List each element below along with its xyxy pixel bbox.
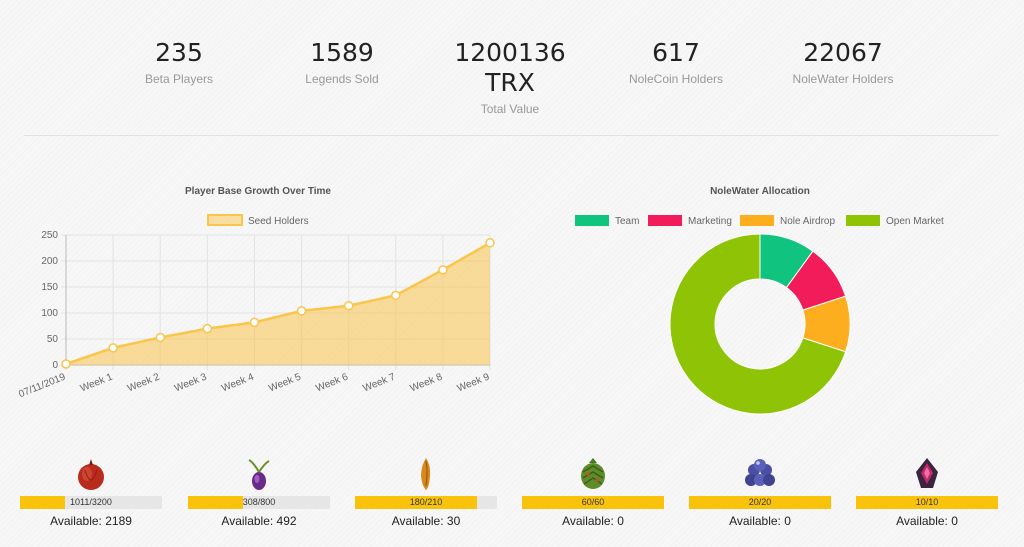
available-count: Available: 0 [729,514,791,528]
y-tick-label: 0 [52,360,58,371]
y-tick-label: 150 [41,282,58,293]
stat-label: NoleWater Holders [792,72,894,86]
supply-progress-fill [20,496,65,509]
supply-progress-fill [856,496,998,509]
legend-swatch-open-market [846,215,880,226]
berry-cluster-seed-icon [742,456,778,492]
y-tick-label: 50 [47,334,59,345]
available-count: Available: 492 [221,514,297,528]
seed-item: 180/210 Available: 30 [355,456,497,528]
stat-label: NoleCoin Holders [628,72,724,86]
available-count: Available: 0 [562,514,624,528]
supply-progress-fill [355,496,477,509]
x-tick-label: 07/11/2019 [17,371,67,400]
seed-item: 10/10 Available: 0 [856,456,998,528]
available-count: Available: 0 [896,514,958,528]
supply-progress-bar: 180/210 [355,496,497,509]
y-tick-label: 200 [41,256,58,267]
donut-chart-title: NoleWater Allocation [710,186,810,197]
x-tick-label: Week 1 [79,371,115,394]
supply-progress-fill [689,496,831,509]
available-count: Available: 30 [391,514,461,528]
legend-label-team: Team [615,216,639,227]
stat-value: 617 [652,38,700,67]
supply-progress-fill [522,496,664,509]
donut-slice-open-market [669,233,847,415]
red-onion-seed-icon [73,456,109,492]
x-tick-label: Week 4 [220,371,256,394]
line-chart-title: Player Base Growth Over Time [185,186,331,197]
legend-label-marketing: Marketing [688,216,732,227]
supply-progress-bar: 60/60 [522,496,664,509]
stat-label: Beta Players [144,72,214,86]
supply-progress-label: 180/210 [409,497,443,507]
supply-progress-label: 308/800 [242,497,276,507]
section-divider [24,135,999,136]
data-point [438,265,448,275]
crystal-seed-icon [909,456,945,492]
player-growth-chart: Seed Holders 0 50 100 150 200 250 07/11/2019 Wee… [17,214,495,400]
x-tick-label: Week 3 [173,371,209,394]
stat-label: Total Value [480,102,540,116]
data-point [108,343,118,353]
seed-item: 20/20 Available: 0 [689,456,831,528]
seed-item: 308/800 Available: 492 [188,456,330,528]
x-tick-label: Week 5 [267,371,303,394]
legend-label-seed-holders: Seed Holders [248,216,309,227]
data-point [391,290,401,301]
stat-value-unit: TRX [485,68,535,97]
data-point [202,323,213,334]
supply-progress-label: 60/60 [581,497,605,507]
y-tick-label: 100 [41,308,58,319]
orange-root-seed-icon [408,456,444,492]
supply-progress-bar: 10/10 [856,496,998,509]
x-tick-label: Week 8 [409,371,445,394]
x-tick-label: Week 6 [314,371,350,394]
stat-value: 235 [155,38,203,67]
legend-label-open-market: Open Market [886,216,944,227]
seed-item: 60/60 Available: 0 [522,456,664,528]
x-tick-label: Week 9 [456,371,492,394]
supply-progress-bar: 308/800 [188,496,330,509]
stat-value: 1200136 [454,38,566,67]
data-point [155,332,165,343]
legend-swatch-marketing [648,215,682,226]
x-tick-label: Week 2 [126,371,162,394]
legend-swatch-team [575,215,609,226]
data-point [343,300,354,311]
stat-legends-sold: 1589 Legends Sold [262,38,422,86]
stat-total-value: 1200136 TRX Total Value [430,38,590,116]
stat-nolecoin-holders: 617 NoleCoin Holders [596,38,756,86]
stat-beta-players: 235 Beta Players [99,38,259,86]
supply-progress-bar: 1011/3200 [20,496,162,509]
series-area-seed-holders [66,242,490,365]
seed-item: 1011/3200 Available: 2189 [20,456,162,528]
legend-swatch-nole-airdrop [740,215,774,226]
supply-progress-label: 10/10 [915,497,939,507]
green-pinecone-seed-icon [575,456,611,492]
supply-progress-bar: 20/20 [689,496,831,509]
series-line-seed-holders [65,241,491,366]
nolewater-allocation-chart: Team Marketing Nole Airdrop Open Market [575,215,944,415]
stat-value: 22067 [803,38,883,67]
supply-progress-label: 20/20 [748,497,772,507]
x-tick-label: Week 7 [362,371,398,394]
supply-progress-label: 1011/3200 [70,497,112,507]
supply-progress-fill [188,496,243,509]
legend-swatch-seed-holders [207,214,243,226]
data-point [249,317,260,328]
stat-value: 1589 [310,38,374,67]
legend-label-nole-airdrop: Nole Airdrop [780,216,835,227]
y-tick-label: 250 [41,230,58,241]
stat-nolewater-holders: 22067 NoleWater Holders [763,38,923,86]
available-count: Available: 2189 [50,514,132,528]
data-point [296,306,307,316]
stat-label: Legends Sold [305,72,379,86]
data-point [61,359,71,369]
data-point [485,238,495,248]
purple-sprout-seed-icon [241,456,277,492]
